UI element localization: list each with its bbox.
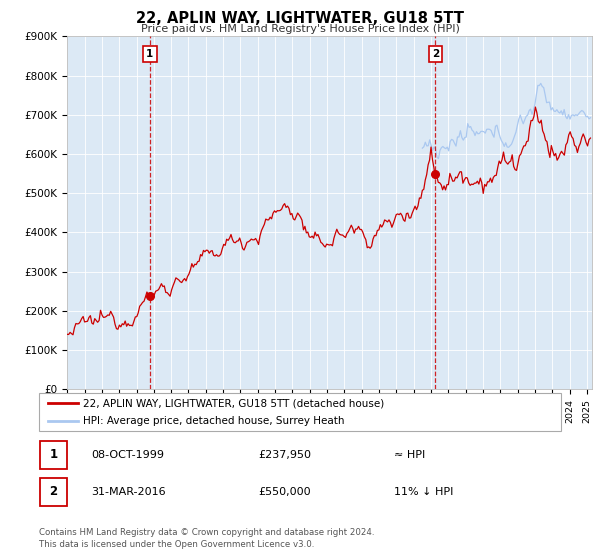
FancyBboxPatch shape (40, 441, 67, 469)
Text: £550,000: £550,000 (258, 487, 311, 497)
Text: 2: 2 (50, 485, 58, 498)
Text: Contains HM Land Registry data © Crown copyright and database right 2024.: Contains HM Land Registry data © Crown c… (39, 528, 374, 536)
Text: 31-MAR-2016: 31-MAR-2016 (91, 487, 166, 497)
Text: £237,950: £237,950 (258, 450, 311, 460)
Text: 08-OCT-1999: 08-OCT-1999 (91, 450, 164, 460)
Text: 22, APLIN WAY, LIGHTWATER, GU18 5TT (detached house): 22, APLIN WAY, LIGHTWATER, GU18 5TT (det… (83, 398, 385, 408)
Text: 2: 2 (432, 49, 439, 59)
FancyBboxPatch shape (40, 478, 67, 506)
Text: 11% ↓ HPI: 11% ↓ HPI (394, 487, 454, 497)
Text: ≈ HPI: ≈ HPI (394, 450, 425, 460)
Text: 1: 1 (50, 448, 58, 461)
Text: Price paid vs. HM Land Registry's House Price Index (HPI): Price paid vs. HM Land Registry's House … (140, 24, 460, 34)
Text: This data is licensed under the Open Government Licence v3.0.: This data is licensed under the Open Gov… (39, 540, 314, 549)
FancyBboxPatch shape (39, 393, 561, 431)
Text: 1: 1 (146, 49, 154, 59)
Text: 22, APLIN WAY, LIGHTWATER, GU18 5TT: 22, APLIN WAY, LIGHTWATER, GU18 5TT (136, 11, 464, 26)
Text: HPI: Average price, detached house, Surrey Heath: HPI: Average price, detached house, Surr… (83, 416, 345, 426)
